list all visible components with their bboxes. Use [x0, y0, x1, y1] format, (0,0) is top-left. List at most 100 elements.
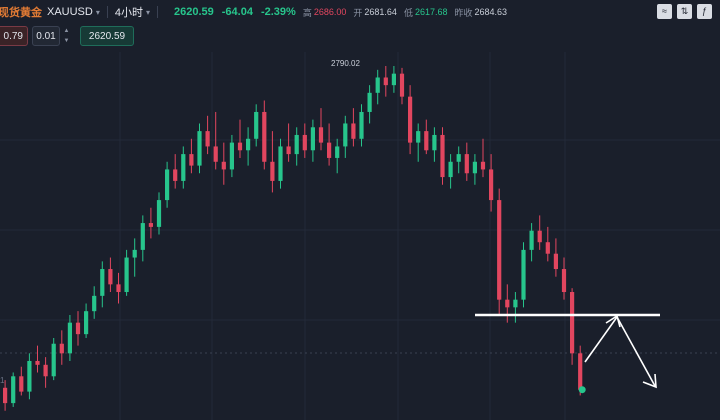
line-settings-icon[interactable]: ≈ — [657, 4, 672, 19]
low-label: 低 — [403, 7, 413, 18]
interval-selector[interactable]: 4小时 — [114, 7, 143, 19]
symbol-name[interactable]: 现货黄金 — [0, 7, 42, 19]
candle-body — [294, 134, 299, 155]
open-label: 开 — [353, 7, 363, 18]
candle-body — [513, 299, 518, 308]
candle-body — [124, 257, 129, 293]
arrowhead-down-icon — [642, 373, 657, 389]
candle-body — [416, 131, 421, 143]
chevron-down-icon[interactable]: ▾ — [95, 7, 100, 17]
prev-close-label: 昨收 — [454, 7, 473, 18]
candle-body — [310, 127, 315, 151]
arrowhead-up-icon — [605, 314, 621, 328]
high-label: 高 — [302, 7, 312, 18]
sell-button[interactable]: 0.79 — [0, 26, 28, 46]
candle-body — [229, 142, 234, 170]
divider — [157, 6, 158, 18]
ticker-label[interactable]: XAUUSD — [47, 6, 93, 18]
candle-body — [254, 111, 259, 139]
candle-body — [464, 154, 469, 174]
candle-body — [197, 131, 202, 166]
buy-button[interactable]: 2620.59 — [80, 26, 134, 46]
chevron-down-icon[interactable]: ▾ — [145, 7, 150, 17]
candle-body — [35, 360, 40, 365]
candle-body — [456, 154, 461, 162]
low-value: 2617.68 — [414, 7, 448, 17]
high-value: 2686.00 — [313, 7, 347, 17]
last-price: 2620.59 — [174, 6, 214, 18]
candle-body — [75, 322, 81, 335]
candle-body — [84, 311, 89, 335]
candle-body — [43, 364, 48, 377]
candle-body — [132, 249, 137, 258]
candle-body — [391, 73, 396, 86]
candle-body — [497, 200, 502, 300]
candle-body — [278, 146, 283, 181]
candle-body — [578, 353, 583, 390]
quantity-input[interactable]: 0.01 — [32, 26, 60, 46]
stepper-down-icon[interactable]: ▼ — [63, 38, 70, 44]
candles — [3, 66, 583, 411]
candle-body — [246, 138, 251, 151]
candle-body — [359, 111, 364, 139]
compare-icon[interactable]: ⇅ — [677, 4, 692, 19]
candle-body — [570, 292, 575, 354]
prev-close-value: 2684.63 — [474, 7, 508, 17]
axis-edge-label: 1 — [0, 376, 5, 385]
price-change-percent: -2.39% — [260, 6, 296, 18]
candle-body — [205, 131, 210, 147]
candle-body — [262, 111, 267, 162]
open-value: 2681.64 — [364, 7, 397, 17]
candle-body — [140, 223, 145, 250]
candle-body — [270, 161, 275, 181]
stepper-up-icon[interactable]: ▲ — [63, 28, 70, 34]
candle-body — [27, 360, 32, 392]
candle-body — [318, 127, 324, 143]
quantity-stepper[interactable]: ▲ ▼ — [62, 26, 71, 46]
candle-body — [116, 284, 121, 293]
projection-path — [584, 315, 656, 387]
candle-body — [367, 92, 372, 112]
candle-body — [148, 223, 153, 227]
candle-body — [399, 73, 405, 97]
chart-tools: ≈ ⇅ ƒ — [657, 4, 712, 19]
candle-body — [286, 146, 291, 155]
candle-body — [327, 142, 332, 158]
candle-body — [165, 169, 170, 201]
price-change: -64.04 — [221, 6, 253, 18]
candle-body — [424, 131, 429, 151]
candle-body — [408, 96, 413, 143]
indicator-icon[interactable]: ƒ — [697, 4, 712, 19]
candle-body — [553, 253, 558, 270]
candle-body — [11, 376, 16, 404]
candle-body — [545, 242, 550, 254]
candle-body — [237, 142, 243, 151]
candle-body — [343, 123, 348, 147]
candle-body — [480, 161, 486, 170]
chart-grid — [0, 52, 720, 420]
candle-body — [67, 322, 72, 354]
candle-body — [19, 376, 24, 392]
candle-body — [108, 269, 113, 285]
candle-body — [489, 169, 494, 201]
candle-body — [3, 387, 8, 404]
peak-price-label: 2790.02 — [331, 59, 360, 68]
candle-body — [92, 295, 97, 312]
candle-body — [335, 146, 340, 158]
candle-body — [537, 230, 542, 243]
symbol-header: 现货黄金 XAUUSD ▾ 4小时 ▾ 2620.59 -64.04 -2.39… — [0, 0, 720, 24]
candle-body — [561, 269, 567, 293]
drawings — [475, 313, 660, 394]
candle-body — [100, 269, 105, 296]
candle-body — [156, 200, 162, 227]
candle-body — [302, 134, 307, 151]
candle-body — [221, 161, 226, 170]
candle-body — [59, 343, 64, 354]
candle-body — [173, 169, 178, 181]
current-price-dot — [578, 386, 586, 394]
candle-body — [351, 123, 356, 139]
candle-body — [213, 146, 218, 162]
candle-body — [181, 154, 186, 181]
candle-body — [472, 161, 477, 174]
